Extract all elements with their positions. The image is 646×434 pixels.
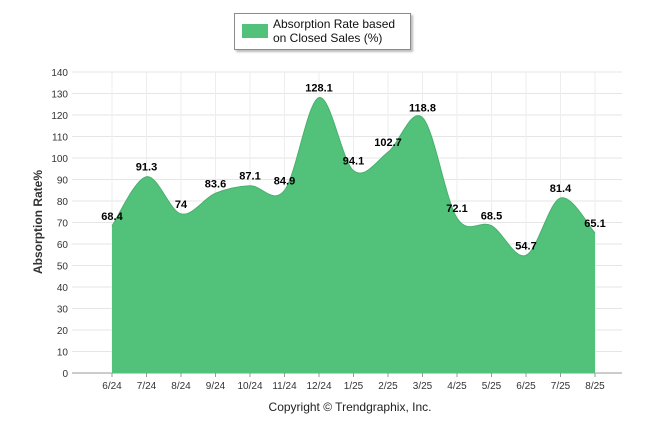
y-tick-label: 30 xyxy=(57,305,69,316)
x-tick-label: 2/25 xyxy=(378,381,398,392)
x-tick-label: 4/25 xyxy=(447,381,467,392)
data-label: 84.9 xyxy=(274,175,295,187)
data-label: 102.7 xyxy=(374,137,402,149)
data-label: 54.7 xyxy=(515,240,536,252)
data-label: 118.8 xyxy=(409,103,436,115)
y-tick-label: 10 xyxy=(57,348,69,359)
data-label: 68.5 xyxy=(481,211,502,223)
y-tick-label: 140 xyxy=(51,68,68,79)
x-tick-label: 8/25 xyxy=(585,381,605,392)
y-tick-label: 20 xyxy=(57,326,69,337)
y-tick-label: 130 xyxy=(51,90,68,101)
x-tick-label: 6/25 xyxy=(516,381,536,392)
y-tick-label: 50 xyxy=(57,262,69,273)
data-label: 94.1 xyxy=(343,156,364,168)
data-label: 65.1 xyxy=(584,218,605,230)
x-tick-label: 8/24 xyxy=(171,381,191,392)
area-fill xyxy=(112,97,595,373)
x-tick-label: 12/24 xyxy=(306,381,331,392)
legend-swatch xyxy=(242,24,268,38)
y-tick-label: 0 xyxy=(62,369,68,380)
data-labels: 68.4 91.3 74 83.6 87.1 84.9 128.1 94.1 102.7 118.… xyxy=(101,83,605,253)
y-axis-title: Absorption Rate% xyxy=(31,170,45,274)
legend-label: Absorption Rate based on Closed Sales (%… xyxy=(273,17,396,45)
x-tick-label: 7/24 xyxy=(137,381,157,392)
y-tick-label: 70 xyxy=(57,219,69,230)
data-label: 87.1 xyxy=(239,171,260,183)
x-tick-label: 5/25 xyxy=(482,381,502,392)
y-tick-label: 110 xyxy=(52,133,68,144)
data-label: 91.3 xyxy=(136,162,157,174)
x-tick-label: 3/25 xyxy=(413,381,433,392)
x-tick-label: 11/24 xyxy=(272,381,297,392)
y-tick-label: 40 xyxy=(57,283,69,294)
legend: Absorption Rate based on Closed Sales (%… xyxy=(234,13,411,50)
x-tick-label: 6/24 xyxy=(102,381,122,392)
y-tick-label: 90 xyxy=(57,176,69,187)
area-series xyxy=(111,97,596,373)
y-axis-tick-labels: 0 10 20 30 40 50 60 70 80 90 100 110 120 130 140 xyxy=(51,68,68,380)
data-label: 83.6 xyxy=(205,178,226,190)
data-label: 72.1 xyxy=(446,203,467,215)
x-tick-label: 9/24 xyxy=(206,381,226,392)
copyright-footer: Copyright © Trendgraphix, Inc. xyxy=(268,400,432,414)
y-tick-label: 100 xyxy=(51,154,68,165)
data-label: 81.4 xyxy=(550,183,572,195)
x-tick-label: 1/25 xyxy=(344,381,364,392)
y-tick-label: 60 xyxy=(57,240,69,251)
y-tick-label: 80 xyxy=(57,197,69,208)
data-label: 74 xyxy=(175,199,188,211)
data-label: 128.1 xyxy=(305,83,333,95)
area-line xyxy=(111,97,596,257)
x-axis-tick-labels: 6/24 7/24 8/24 9/24 10/24 11/24 12/24 1/25 2/25 3… xyxy=(102,373,605,392)
x-tick-label: 10/24 xyxy=(237,381,262,392)
data-label: 68.4 xyxy=(101,211,123,223)
y-tick-label: 120 xyxy=(51,111,68,122)
x-tick-label: 7/25 xyxy=(551,381,571,392)
